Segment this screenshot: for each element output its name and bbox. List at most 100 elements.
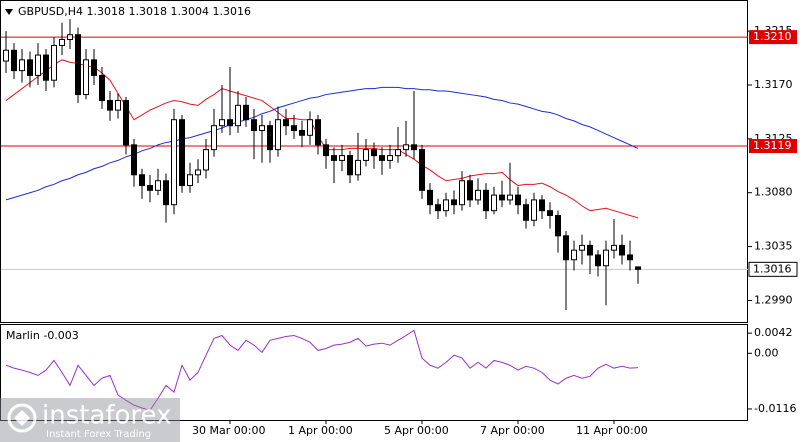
level-label: 1.3119	[753, 139, 792, 152]
candle-body	[635, 266, 641, 270]
candle-body	[307, 119, 313, 136]
candle-body	[579, 244, 585, 251]
candle-body	[187, 174, 193, 187]
candle-body	[571, 249, 577, 261]
candle-body	[451, 199, 457, 206]
low-value: 1.3004	[170, 5, 209, 18]
candle-body	[323, 144, 329, 157]
candle-body	[131, 144, 137, 176]
y-tick-label: 1.3035	[754, 240, 793, 253]
candle-body	[611, 244, 617, 251]
indicator-line	[5, 329, 639, 411]
candle-body	[555, 214, 561, 237]
candle-body	[619, 244, 625, 256]
candle-body	[483, 189, 489, 212]
candle-body	[475, 189, 481, 201]
x-tick-label: 1 Apr 00:00	[288, 424, 353, 437]
candle-body	[235, 104, 241, 127]
y2-tick-label: 0.00	[754, 346, 779, 359]
candle-body	[179, 119, 185, 187]
candle-body	[259, 125, 265, 131]
candle-body	[627, 254, 633, 261]
watermark-brand: instaforex	[42, 401, 171, 431]
candle-body	[587, 244, 593, 256]
candle-body	[499, 194, 505, 201]
candle-body	[275, 119, 281, 151]
y2-tick-label: 0.0042	[754, 326, 793, 339]
candle-body	[547, 210, 553, 216]
x-tick-label: 7 Apr 00:00	[480, 424, 545, 437]
x-tick-label: 5 Apr 00:00	[384, 424, 449, 437]
candle-body	[155, 180, 161, 191]
candle-body	[11, 49, 17, 72]
candle-body	[219, 119, 225, 127]
candle-body	[267, 125, 273, 151]
candle-body	[227, 119, 233, 127]
candle-body	[75, 34, 81, 96]
candle-body	[283, 119, 289, 127]
candle-body	[3, 49, 9, 62]
indicator-value: -0.003	[43, 329, 78, 342]
candle-body	[163, 180, 169, 206]
level-label: 1.3210	[753, 30, 792, 43]
indicator-label: Marlin -0.003	[6, 329, 79, 342]
candle-body	[315, 119, 321, 146]
candle-body	[395, 149, 401, 157]
plot: 1.32151.31701.31251.30801.30351.29900.00…	[1, 19, 798, 437]
candle-body	[195, 169, 201, 176]
candle-body	[563, 235, 569, 261]
candle-body	[19, 59, 25, 72]
level-label-box	[749, 139, 797, 154]
candle-body	[491, 194, 497, 212]
candle-body	[443, 199, 449, 212]
high-value: 1.3018	[128, 5, 167, 18]
level-label-box	[749, 30, 797, 45]
candle-body	[379, 155, 385, 161]
candle-body	[99, 74, 105, 102]
candle-body	[339, 155, 345, 161]
moving-average	[5, 86, 639, 201]
last-price-box	[748, 261, 798, 277]
candle-body	[515, 194, 521, 206]
close-value: 1.3016	[212, 5, 251, 18]
candle-body	[331, 155, 337, 161]
candle-body	[91, 59, 97, 76]
candle-body	[35, 54, 41, 76]
symbol: GBPUSD,H4	[18, 5, 83, 18]
candle-body	[427, 189, 433, 206]
candle-body	[411, 144, 417, 151]
candle-body	[299, 129, 305, 136]
candle-body	[203, 149, 209, 171]
candle-body	[387, 155, 393, 161]
candle-body	[139, 174, 145, 187]
candle-body	[419, 149, 425, 191]
candle-body	[467, 180, 473, 201]
candle-body	[507, 194, 513, 201]
indicator-panel-frame	[0, 324, 748, 421]
candle-body	[435, 204, 441, 212]
candle-body	[291, 125, 297, 131]
watermark-tagline: Instant Forex Trading	[46, 429, 151, 440]
x-tick-label: 30 Mar 00:00	[192, 424, 265, 437]
candle-body	[243, 104, 249, 121]
candle-body	[67, 34, 73, 41]
candle-body	[363, 149, 369, 161]
open-value: 1.3018	[86, 5, 125, 18]
candle-body	[51, 44, 57, 81]
candle-body	[539, 199, 545, 212]
menu-triangle	[5, 9, 13, 15]
header: GBPUSD,H4 1.3018 1.3018 1.3004 1.3016	[18, 5, 251, 18]
moving-average	[5, 59, 639, 219]
candle-body	[371, 149, 377, 157]
candle-body	[123, 100, 129, 146]
main-panel-frame	[0, 0, 748, 323]
candle-body	[107, 100, 113, 111]
y2-tick-label: -0.0116	[754, 402, 796, 415]
candle-body	[27, 59, 33, 76]
candle-body	[595, 254, 601, 267]
candle-body	[43, 54, 49, 81]
candle-body	[347, 155, 353, 176]
